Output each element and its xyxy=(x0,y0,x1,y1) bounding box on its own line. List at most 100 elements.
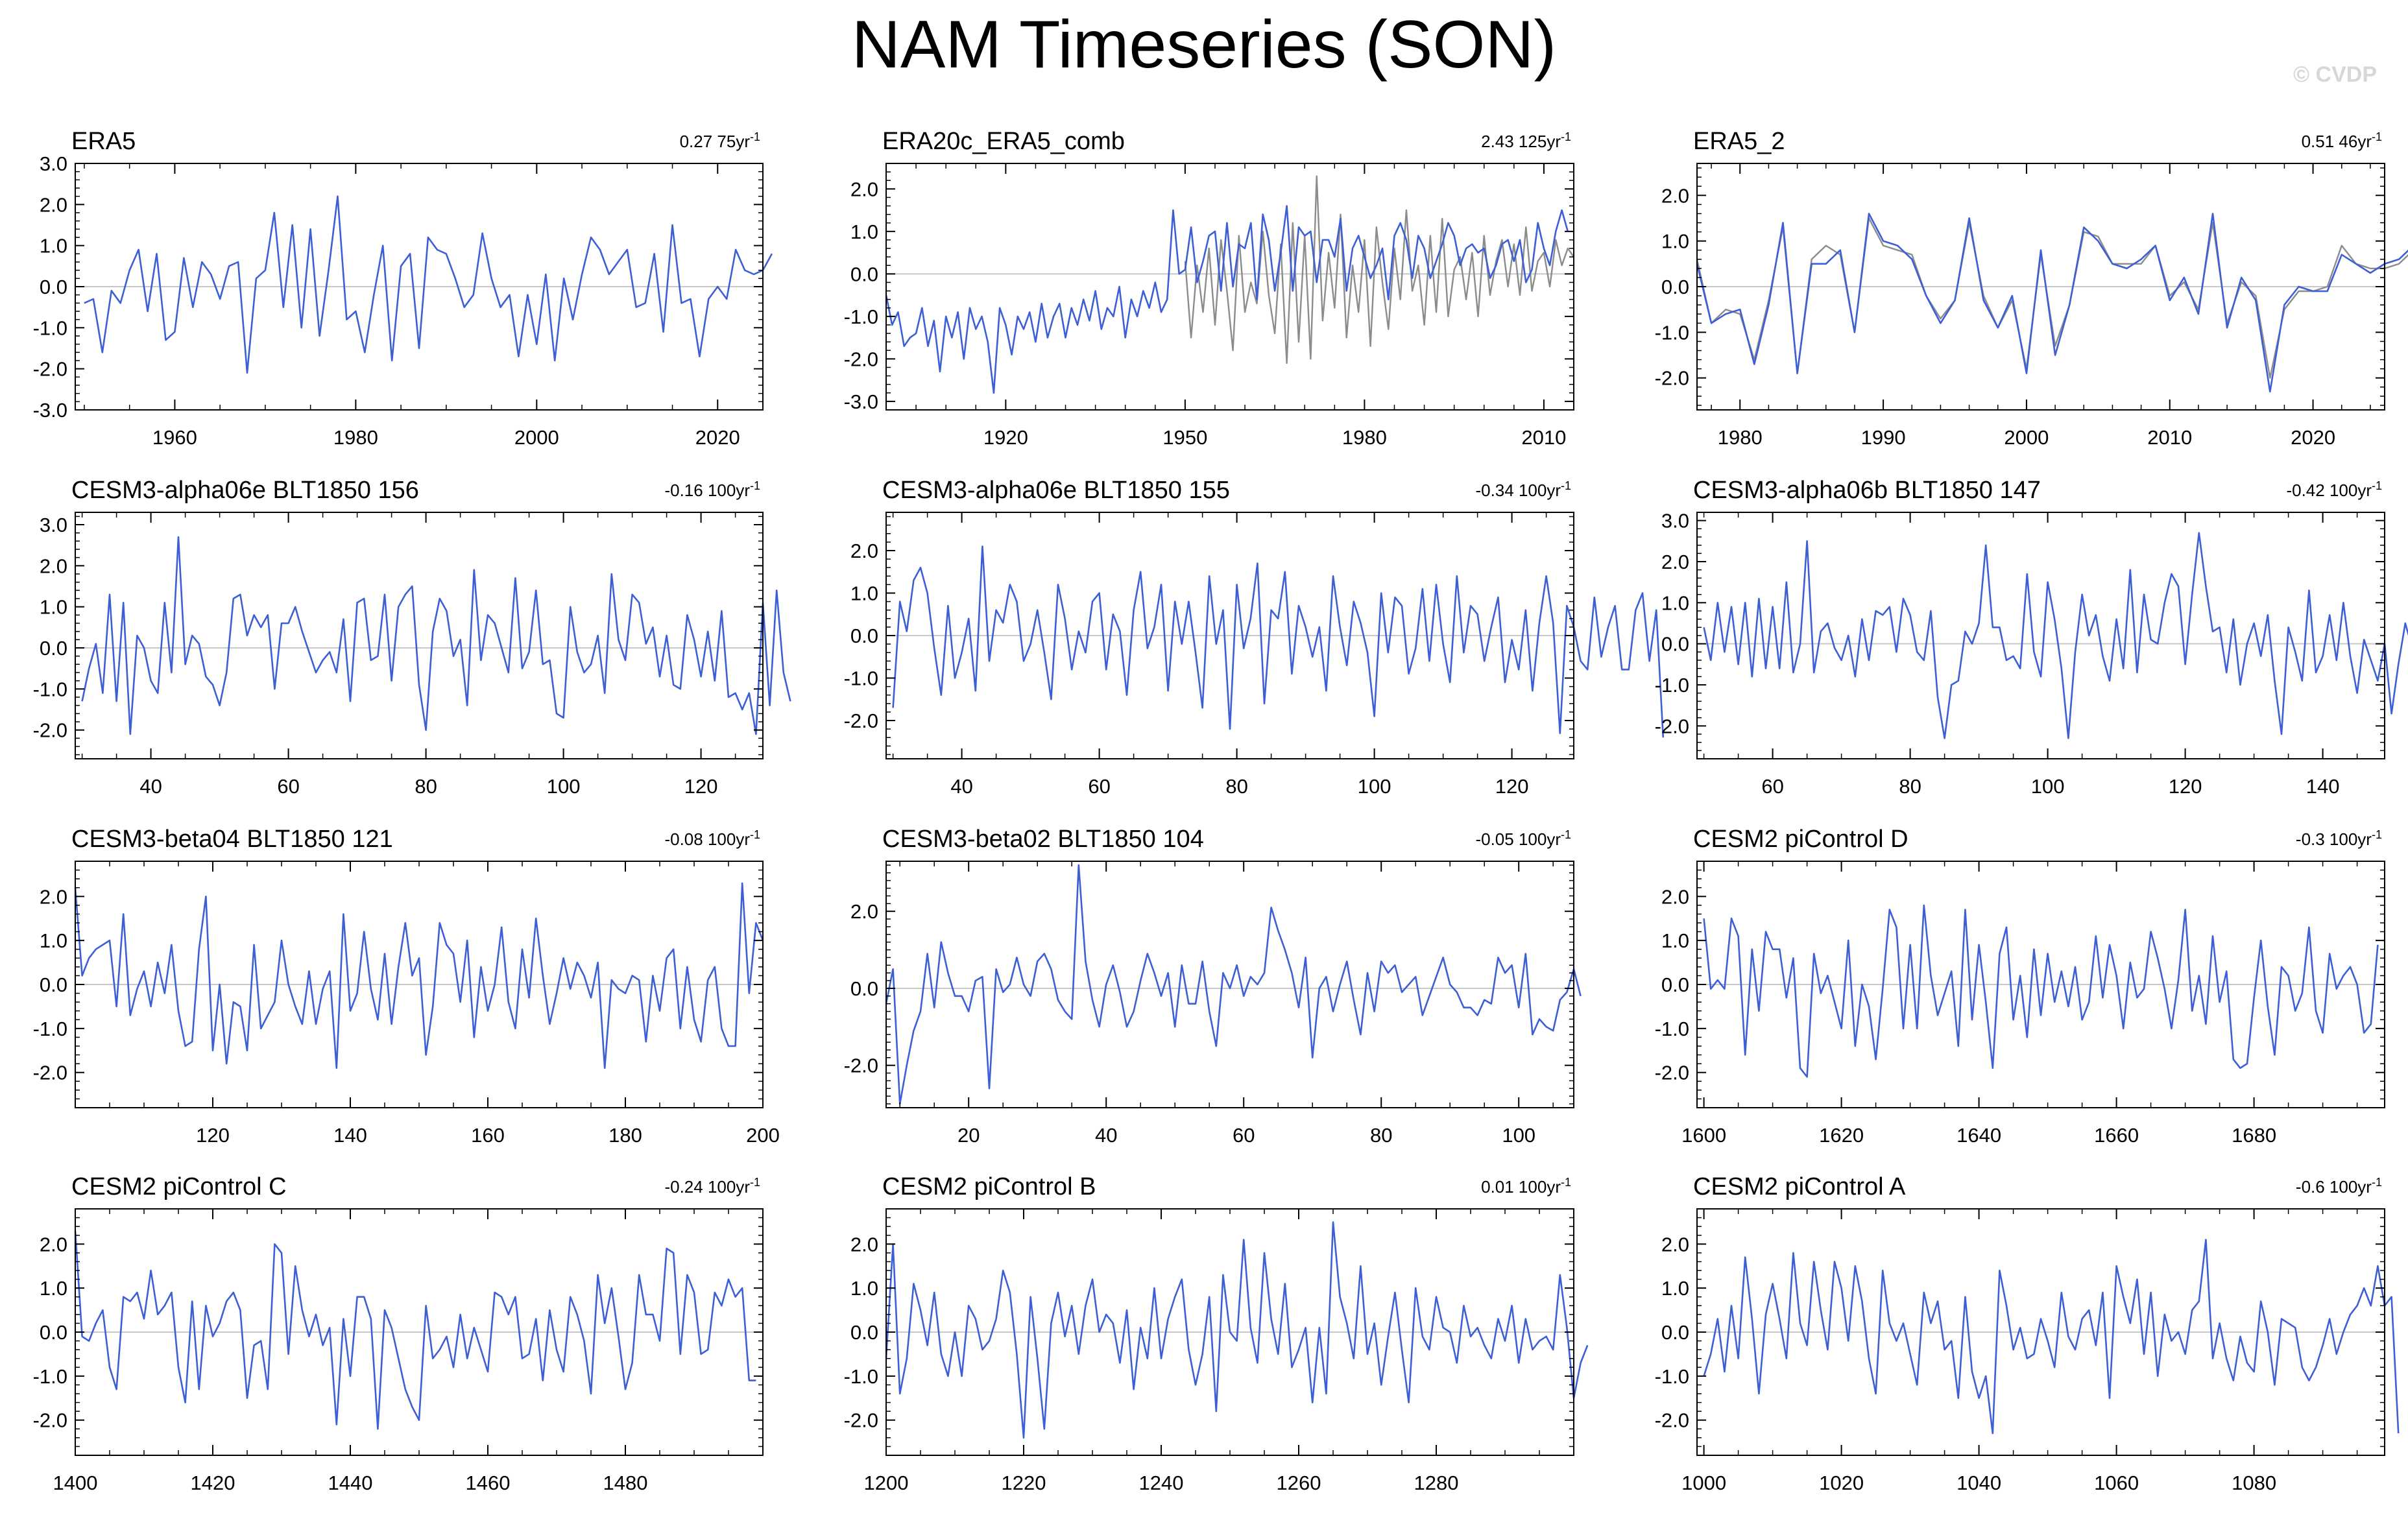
x-tick-label: 80 xyxy=(415,775,437,798)
y-tick-label: -1.0 xyxy=(33,316,67,339)
y-tick-label: 1.0 xyxy=(40,1277,67,1300)
x-tick-label: 1060 xyxy=(2094,1472,2139,1494)
x-tick-label: 120 xyxy=(196,1124,230,1147)
y-tick-label: -2.0 xyxy=(844,1055,878,1077)
y-tick-label: 2.0 xyxy=(40,1233,67,1256)
nam-panel: -2.0 -1.0 0.0 1.0 2.0 1000 1020 1040 1060 1080 CES… xyxy=(1655,1173,2400,1494)
y-tick-label: -2.0 xyxy=(33,1409,67,1432)
x-tick-label: 1440 xyxy=(328,1472,373,1494)
trend-label: -0.05 100yr-1 xyxy=(1475,828,1571,849)
y-tick-label: 0.0 xyxy=(1661,276,1689,298)
x-tick-label: 100 xyxy=(2031,775,2065,798)
y-tick-label: 0.0 xyxy=(40,637,67,660)
panel-title: CESM3-alpha06e BLT1850 155 xyxy=(882,477,1230,504)
y-tick-label: 0.0 xyxy=(850,1321,878,1344)
nam-panel: -3.0 -2.0 -1.0 0.0 1.0 2.0 1920 1950 1980 2010 ERA… xyxy=(844,128,1574,449)
x-tick-label: 1990 xyxy=(1861,426,1906,449)
panel-title: CESM2 piControl B xyxy=(882,1173,1096,1200)
x-tick-label: 1920 xyxy=(983,426,1028,449)
x-tick-label: 2000 xyxy=(514,426,559,449)
y-tick-label: -2.0 xyxy=(33,719,67,742)
panel-title: CESM3-alpha06e BLT1850 156 xyxy=(71,477,419,504)
x-tick-label: 2010 xyxy=(1521,426,1566,449)
y-tick-label: 2.0 xyxy=(40,554,67,577)
x-tick-label: 1240 xyxy=(1139,1472,1184,1494)
panel-title: CESM3-alpha06b BLT1850 147 xyxy=(1693,477,2041,504)
nam-panel: -2.0 -1.0 0.0 1.0 2.0 3.0 40 60 80 100 120 CESM3-al… xyxy=(33,477,791,798)
x-tick-label: 1200 xyxy=(864,1472,909,1494)
x-tick-label: 180 xyxy=(608,1124,642,1147)
panel-title: CESM2 piControl A xyxy=(1693,1173,1906,1200)
panel-title: ERA5 xyxy=(71,128,136,155)
y-tick-label: 3.0 xyxy=(40,152,67,175)
x-tick-label: 200 xyxy=(746,1124,780,1147)
x-tick-label: 1980 xyxy=(333,426,378,449)
y-tick-label: 2.0 xyxy=(850,178,878,200)
y-tick-label: 0.0 xyxy=(40,276,67,298)
plot-frame xyxy=(75,512,764,759)
x-tick-label: 140 xyxy=(333,1124,367,1147)
nam-panel: -2.0 -1.0 0.0 1.0 2.0 1200 1220 1240 1260 1280 CES… xyxy=(844,1173,1589,1494)
nam-panel: -2.0 -1.0 0.0 1.0 2.0 3.0 60 80 100 120 140 CESM3-a… xyxy=(1655,477,2408,798)
trend-label: 0.27 75yr-1 xyxy=(680,130,760,151)
x-tick-label: 2010 xyxy=(2147,426,2192,449)
x-tick-label: 1280 xyxy=(1414,1472,1459,1494)
y-tick-label: -1.0 xyxy=(33,1365,67,1388)
panel-title: ERA5_2 xyxy=(1693,128,1785,155)
y-tick-label: -1.0 xyxy=(1655,321,1689,344)
y-tick-label: 0.0 xyxy=(850,977,878,1000)
cvdp-watermark: © CVDP xyxy=(2293,62,2377,87)
y-tick-label: -2.0 xyxy=(844,1409,878,1432)
x-tick-label: 80 xyxy=(1225,775,1247,798)
series-line xyxy=(74,882,764,1069)
trend-label: -0.24 100yr-1 xyxy=(664,1176,760,1197)
y-tick-label: -1.0 xyxy=(844,1365,878,1388)
x-tick-label: 80 xyxy=(1899,775,1921,798)
y-tick-label: -1.0 xyxy=(1655,674,1689,697)
y-tick-label: 0.0 xyxy=(1661,973,1689,996)
y-tick-label: 2.0 xyxy=(850,540,878,562)
y-tick-label: -1.0 xyxy=(844,305,878,328)
series-line xyxy=(1703,532,2408,739)
y-tick-label: 1.0 xyxy=(1661,929,1689,952)
overlay-series-line xyxy=(1184,175,1574,364)
x-tick-label: 1660 xyxy=(2094,1124,2139,1147)
x-tick-label: 1400 xyxy=(53,1472,98,1494)
nam-panel: -2.0 -1.0 0.0 1.0 2.0 120 140 160 180 200 CESM3-be… xyxy=(33,826,780,1147)
nam-panel: -2.0 0.0 2.0 20 40 60 80 100 CESM3-beta02 BLT185… xyxy=(844,826,1582,1147)
trend-label: -0.3 100yr-1 xyxy=(2296,828,2382,849)
overlay-series-line xyxy=(1696,217,2408,379)
x-tick-label: 60 xyxy=(1088,775,1110,798)
x-tick-label: 1960 xyxy=(152,426,197,449)
x-tick-label: 100 xyxy=(1358,775,1391,798)
y-tick-label: 1.0 xyxy=(1661,230,1689,253)
y-tick-label: 1.0 xyxy=(850,221,878,243)
series-line xyxy=(892,545,1665,738)
x-tick-label: 1600 xyxy=(1681,1124,1726,1147)
y-tick-label: 3.0 xyxy=(40,514,67,536)
x-tick-label: 2000 xyxy=(2004,426,2049,449)
y-tick-label: 0.0 xyxy=(850,263,878,285)
y-tick-label: 0.0 xyxy=(40,973,67,996)
panel-title: CESM2 piControl C xyxy=(71,1173,287,1200)
y-tick-label: 2.0 xyxy=(40,885,67,908)
nam-panel: -2.0 -1.0 0.0 1.0 2.0 1980 1990 2000 2010 2020 ERA… xyxy=(1655,128,2408,449)
series-line xyxy=(1703,1239,2400,1435)
y-tick-label: 2.0 xyxy=(850,1233,878,1256)
y-tick-label: 1.0 xyxy=(850,1277,878,1300)
y-tick-label: -1.0 xyxy=(1655,1018,1689,1040)
x-tick-label: 2020 xyxy=(695,426,740,449)
x-tick-label: 1000 xyxy=(1681,1472,1726,1494)
y-tick-label: 1.0 xyxy=(40,596,67,619)
y-tick-label: -1.0 xyxy=(33,1018,67,1040)
x-tick-label: 2020 xyxy=(2291,426,2335,449)
panel-title: CESM2 piControl D xyxy=(1693,826,1908,853)
y-tick-label: 2.0 xyxy=(1661,885,1689,908)
y-tick-label: 1.0 xyxy=(1661,591,1689,614)
y-tick-label: -2.0 xyxy=(1655,367,1689,390)
x-tick-label: 120 xyxy=(1495,775,1529,798)
x-tick-label: 1460 xyxy=(466,1472,511,1494)
x-tick-label: 140 xyxy=(2306,775,2340,798)
y-tick-label: -2.0 xyxy=(1655,715,1689,737)
